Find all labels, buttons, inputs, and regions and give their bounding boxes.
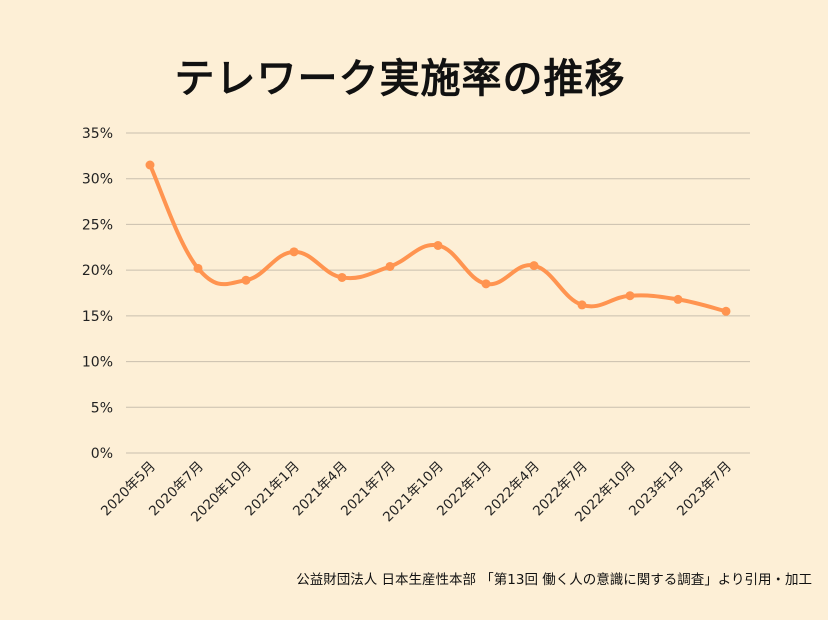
y-tick-label: 20% [82, 263, 113, 279]
data-point [241, 275, 251, 285]
y-tick-label: 10% [82, 355, 113, 371]
data-point [433, 240, 443, 250]
data-point [721, 306, 731, 316]
data-point [577, 300, 587, 310]
y-tick-label: 35% [82, 126, 113, 142]
data-point [289, 247, 299, 257]
y-tick-label: 15% [82, 309, 113, 325]
series-line [148, 163, 728, 314]
data-point [529, 261, 539, 271]
y-tick-label: 5% [91, 400, 113, 416]
chart-title: テレワーク実施率の推移 [174, 56, 626, 102]
y-tick-label: 30% [82, 172, 113, 188]
data-point [481, 279, 491, 289]
data-point [385, 261, 395, 271]
data-point [337, 272, 347, 282]
data-point [673, 294, 683, 304]
y-tick-label: 0% [91, 446, 113, 462]
data-point [625, 291, 635, 301]
y-tick-label: 25% [82, 217, 113, 233]
data-point [145, 160, 155, 170]
source-note: 公益財団法人 日本生産性本部 「第13回 働く人の意識に関する調査」より引用・加… [296, 572, 812, 588]
data-point [193, 263, 203, 273]
